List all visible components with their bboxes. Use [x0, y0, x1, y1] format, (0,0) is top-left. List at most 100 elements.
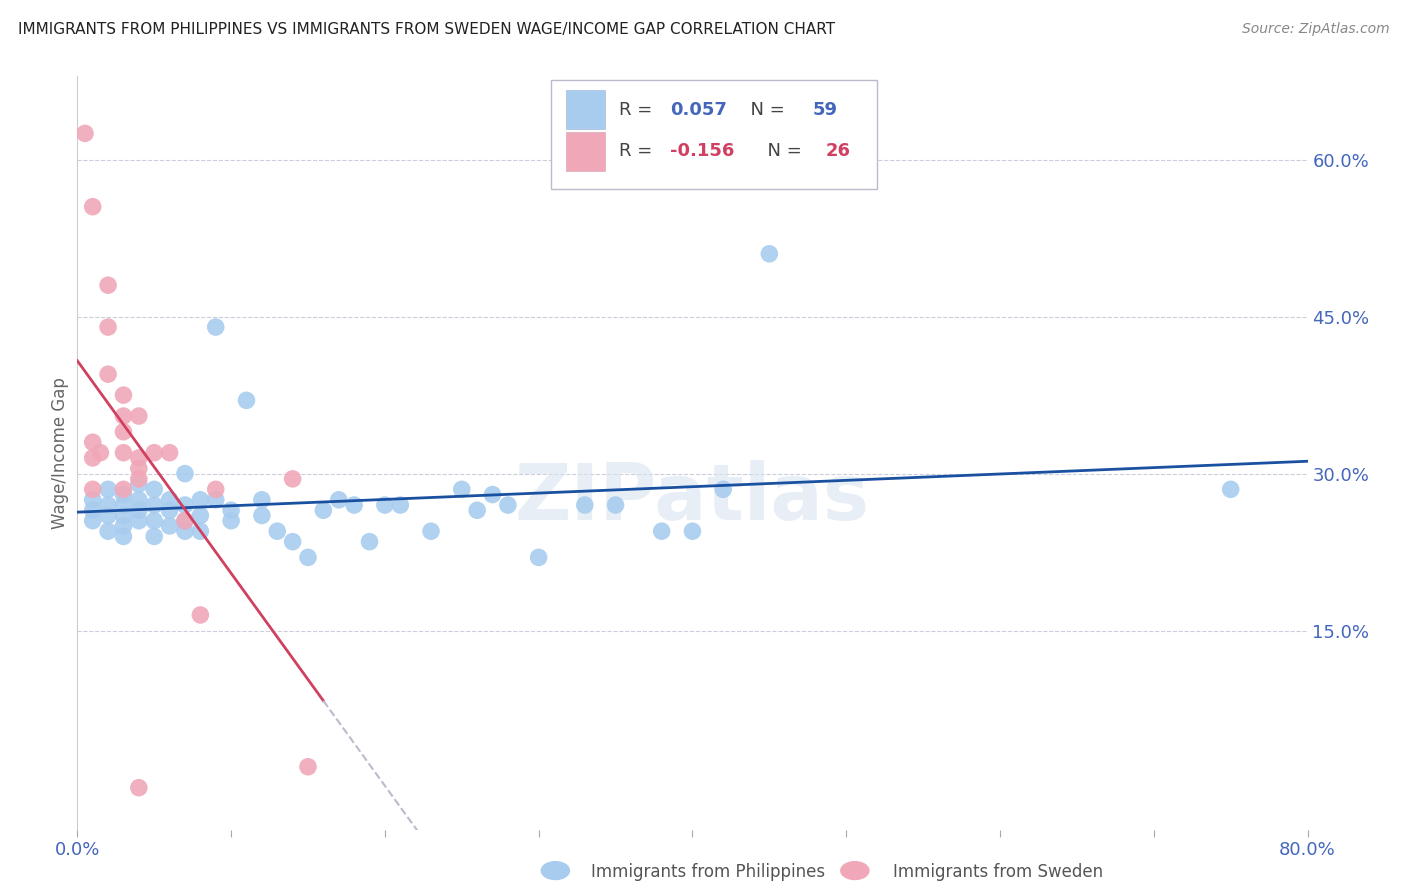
- Point: [159, 519, 181, 533]
- Point: [188, 524, 212, 539]
- Text: 59: 59: [813, 101, 838, 119]
- FancyBboxPatch shape: [551, 79, 877, 189]
- Text: -0.156: -0.156: [671, 142, 735, 161]
- Text: Source: ZipAtlas.com: Source: ZipAtlas.com: [1241, 22, 1389, 37]
- Point: [112, 388, 135, 402]
- Point: [235, 393, 257, 408]
- Point: [250, 492, 273, 507]
- Point: [159, 446, 181, 460]
- Point: [359, 534, 381, 549]
- Point: [97, 524, 120, 539]
- Point: [374, 498, 396, 512]
- Point: [188, 508, 212, 523]
- Point: [204, 483, 226, 497]
- Point: [159, 492, 181, 507]
- Text: 0.057: 0.057: [671, 101, 727, 119]
- Point: [143, 498, 166, 512]
- Text: R =: R =: [619, 101, 658, 119]
- Point: [188, 492, 212, 507]
- Point: [82, 450, 104, 465]
- Text: N =: N =: [740, 101, 790, 119]
- Point: [266, 524, 288, 539]
- Point: [112, 508, 135, 523]
- Point: [82, 492, 104, 507]
- Point: [527, 550, 550, 565]
- Point: [128, 409, 150, 423]
- Point: [389, 498, 412, 512]
- Point: [112, 519, 135, 533]
- Y-axis label: Wage/Income Gap: Wage/Income Gap: [51, 376, 69, 529]
- Point: [97, 508, 120, 523]
- Point: [112, 498, 135, 512]
- Point: [250, 508, 273, 523]
- Point: [496, 498, 519, 512]
- Bar: [565, 90, 605, 129]
- Point: [112, 409, 135, 423]
- Point: [82, 435, 104, 450]
- Point: [128, 472, 150, 486]
- Point: [574, 498, 596, 512]
- Point: [174, 498, 197, 512]
- Point: [174, 467, 197, 481]
- Point: [97, 320, 120, 334]
- Point: [297, 550, 319, 565]
- Point: [281, 472, 304, 486]
- Text: Immigrants from Philippines: Immigrants from Philippines: [591, 863, 825, 881]
- Bar: [565, 132, 605, 170]
- Point: [312, 503, 335, 517]
- Point: [328, 492, 350, 507]
- Point: [128, 492, 150, 507]
- Text: ZIPatlas: ZIPatlas: [515, 460, 870, 536]
- Point: [465, 503, 488, 517]
- Point: [82, 200, 104, 214]
- Point: [481, 487, 503, 501]
- Point: [128, 477, 150, 491]
- Text: N =: N =: [756, 142, 808, 161]
- Point: [128, 514, 150, 528]
- Point: [73, 127, 96, 141]
- Text: IMMIGRANTS FROM PHILIPPINES VS IMMIGRANTS FROM SWEDEN WAGE/INCOME GAP CORRELATIO: IMMIGRANTS FROM PHILIPPINES VS IMMIGRANT…: [18, 22, 835, 37]
- Point: [82, 483, 104, 497]
- Point: [112, 529, 135, 543]
- Point: [188, 607, 212, 622]
- Point: [128, 461, 150, 475]
- Point: [605, 498, 627, 512]
- Point: [143, 529, 166, 543]
- Point: [651, 524, 673, 539]
- Point: [97, 483, 120, 497]
- Point: [450, 483, 472, 497]
- Point: [128, 503, 150, 517]
- Point: [204, 492, 226, 507]
- Point: [1219, 483, 1241, 497]
- Point: [219, 503, 242, 517]
- Point: [204, 320, 226, 334]
- Circle shape: [841, 862, 869, 880]
- Point: [112, 446, 135, 460]
- Point: [97, 498, 120, 512]
- Point: [112, 425, 135, 439]
- Point: [82, 503, 104, 517]
- Point: [112, 483, 135, 497]
- Point: [682, 524, 704, 539]
- Text: R =: R =: [619, 142, 658, 161]
- Point: [174, 514, 197, 528]
- Text: Immigrants from Sweden: Immigrants from Sweden: [893, 863, 1102, 881]
- Point: [143, 514, 166, 528]
- Point: [174, 514, 197, 528]
- Point: [758, 247, 780, 261]
- Point: [89, 446, 111, 460]
- Point: [97, 367, 120, 381]
- Point: [159, 503, 181, 517]
- Point: [297, 760, 319, 774]
- Point: [128, 450, 150, 465]
- Point: [112, 487, 135, 501]
- Point: [711, 483, 734, 497]
- Point: [143, 483, 166, 497]
- Point: [82, 514, 104, 528]
- Point: [281, 534, 304, 549]
- Point: [128, 780, 150, 795]
- Point: [97, 278, 120, 293]
- Circle shape: [541, 862, 569, 880]
- Point: [420, 524, 443, 539]
- Point: [174, 524, 197, 539]
